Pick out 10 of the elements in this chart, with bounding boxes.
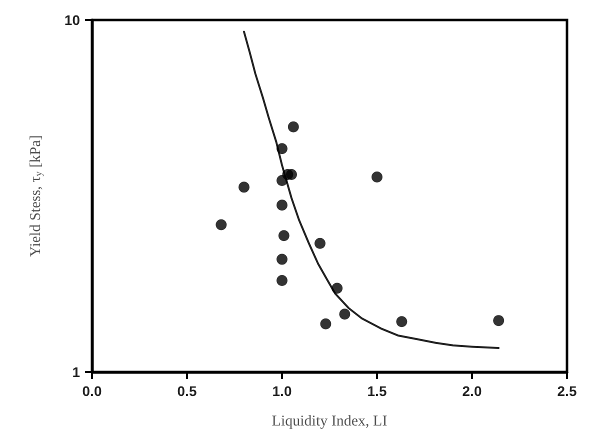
y-tick-label: 10 [64, 12, 80, 28]
x-tick-label: 2.5 [557, 383, 577, 399]
x-tick-label: 0.0 [82, 383, 102, 399]
x-tick-label: 1.5 [367, 383, 387, 399]
y-axis-title: Yield Stess, τy [kPa] [28, 135, 44, 257]
y-tick-label: 1 [72, 364, 80, 380]
x-axis-title: Liquidity Index, LI [272, 414, 388, 430]
x-tick-label: 2.0 [462, 383, 482, 399]
x-tick-label: 1.0 [272, 383, 292, 399]
x-tick-label: 0.5 [177, 383, 197, 399]
